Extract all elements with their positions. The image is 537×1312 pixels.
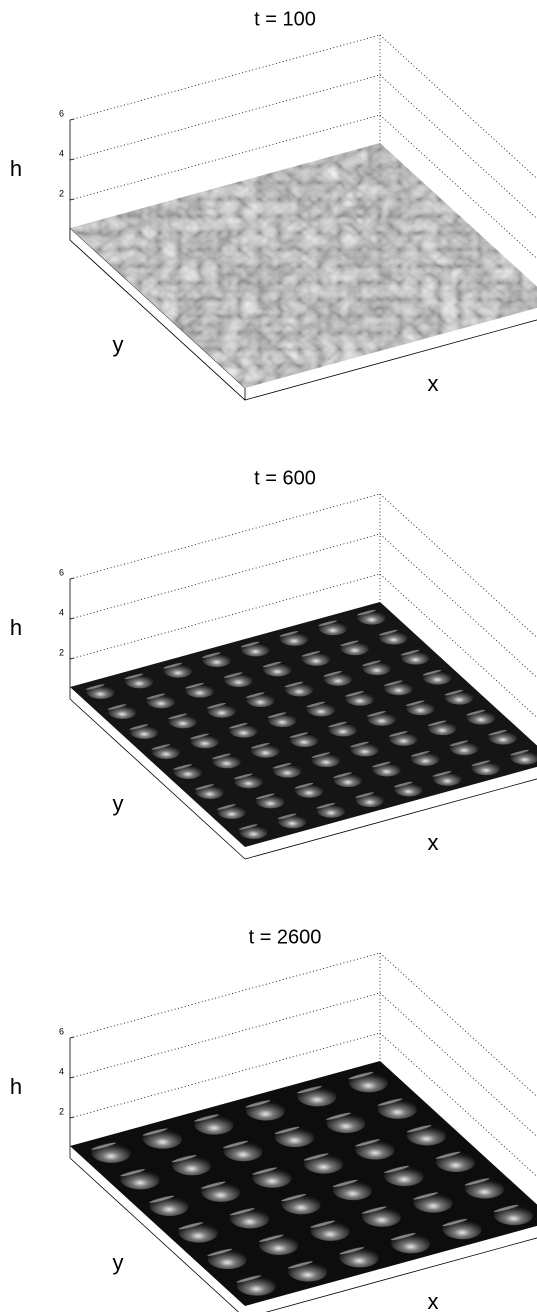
z-tick-label: 4 bbox=[59, 607, 64, 617]
floor-edge bbox=[265, 1237, 537, 1312]
y-axis-label: y bbox=[113, 791, 124, 816]
panel: 2 4 6 t = 100 h y x bbox=[10, 8, 537, 401]
floor-edge bbox=[69, 698, 246, 860]
z-axis-label: h bbox=[10, 1074, 22, 1099]
chart-title: t = 100 bbox=[254, 8, 316, 30]
grid-line bbox=[69, 74, 381, 161]
tick-mark bbox=[69, 577, 75, 580]
panel: 2 4 6 t = 2600 h y x bbox=[10, 926, 537, 1312]
z-axis-label: h bbox=[10, 156, 22, 181]
tick-mark bbox=[69, 1116, 75, 1119]
z-tick-label: 2 bbox=[59, 1106, 64, 1116]
z-tick-label: 4 bbox=[59, 148, 64, 158]
floor-edge bbox=[244, 778, 537, 860]
chart-title: t = 600 bbox=[254, 467, 316, 489]
z-tick-label: 6 bbox=[59, 1026, 64, 1036]
grid-line bbox=[69, 493, 381, 580]
floor-edge bbox=[69, 1157, 240, 1312]
surface bbox=[70, 1061, 537, 1306]
x-axis-label: x bbox=[428, 830, 439, 855]
z-tick-label: 6 bbox=[59, 567, 64, 577]
grid-line bbox=[69, 533, 381, 620]
y-axis-label: y bbox=[113, 1250, 124, 1275]
tick-mark bbox=[69, 617, 75, 620]
grid-line bbox=[69, 992, 381, 1079]
chart-title: t = 2600 bbox=[249, 926, 322, 948]
grid-line bbox=[69, 952, 381, 1039]
tick-mark bbox=[69, 158, 75, 161]
x-axis-label: x bbox=[428, 1289, 439, 1312]
z-tick-label: 4 bbox=[59, 1066, 64, 1076]
grid-line bbox=[69, 34, 381, 121]
z-tick-label: 6 bbox=[59, 108, 64, 118]
z-tick-label: 2 bbox=[59, 188, 64, 198]
tick-mark bbox=[69, 657, 75, 660]
tick-mark bbox=[69, 198, 75, 201]
tick-mark bbox=[69, 1036, 75, 1039]
tick-mark bbox=[69, 1076, 75, 1079]
y-axis-label: y bbox=[113, 332, 124, 357]
surface bbox=[70, 143, 537, 388]
surface bbox=[70, 602, 537, 847]
panel: 2 4 6 t = 600 h y x bbox=[10, 467, 537, 860]
x-axis-label: x bbox=[428, 371, 439, 396]
z-tick-label: 2 bbox=[59, 647, 64, 657]
tick-mark bbox=[69, 118, 75, 121]
floor-edge bbox=[244, 319, 537, 401]
z-axis-label: h bbox=[10, 615, 22, 640]
